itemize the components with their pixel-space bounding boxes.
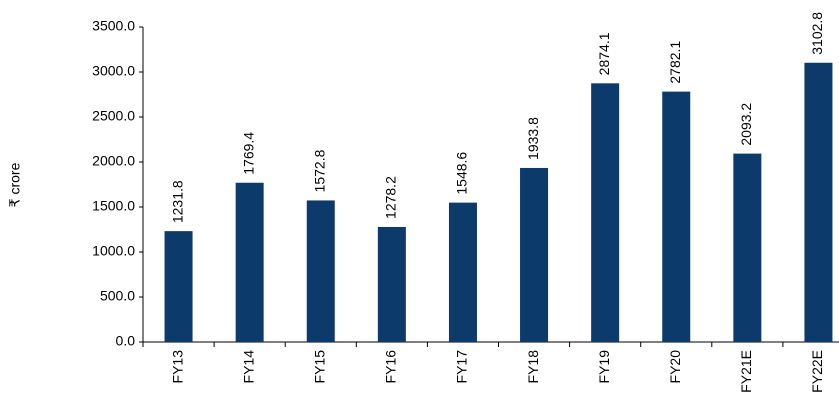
data-label: 1231.8 [169, 180, 185, 223]
x-tick-label: FY14 [240, 350, 256, 384]
x-tick-label: FY15 [311, 350, 327, 384]
data-label: 1769.4 [240, 132, 256, 175]
y-axis-label: ₹ crore [7, 162, 23, 207]
y-tick-label: 1000.0 [92, 243, 135, 259]
bar [662, 91, 691, 343]
y-tick-label: 2000.0 [92, 153, 135, 169]
data-label: 1548.6 [454, 152, 470, 195]
x-tick-label: FY19 [596, 350, 612, 384]
x-tick-label: FY13 [169, 350, 185, 384]
data-label: 2093.2 [738, 103, 754, 146]
x-tick-label: FY16 [383, 350, 399, 384]
x-tick-label: FY21E [738, 350, 754, 393]
y-tick-label: 1500.0 [92, 198, 135, 214]
bar [448, 202, 477, 342]
bar [520, 167, 549, 342]
bar [306, 200, 335, 342]
bar [733, 153, 762, 342]
bar [804, 62, 833, 343]
data-label: 1933.8 [525, 117, 541, 160]
bar [235, 182, 264, 342]
x-tick-label: FY20 [667, 350, 683, 384]
y-tick-label: 3000.0 [92, 63, 135, 79]
bar [164, 231, 193, 342]
data-label: 1278.2 [383, 176, 399, 219]
data-label: 3102.8 [809, 12, 825, 55]
data-label: 2782.1 [667, 41, 683, 84]
bar [377, 226, 406, 342]
y-tick-label: 3500.0 [92, 18, 135, 34]
y-tick-label: 0.0 [116, 333, 136, 349]
data-label: 1572.8 [311, 149, 327, 192]
x-tick-label: FY17 [454, 350, 470, 384]
x-tick-label: FY22E [809, 350, 825, 393]
bar [591, 83, 620, 343]
data-label: 2874.1 [596, 32, 612, 75]
y-tick-label: 500.0 [100, 288, 135, 304]
x-tick-label: FY18 [525, 350, 541, 384]
y-tick-label: 2500.0 [92, 108, 135, 124]
